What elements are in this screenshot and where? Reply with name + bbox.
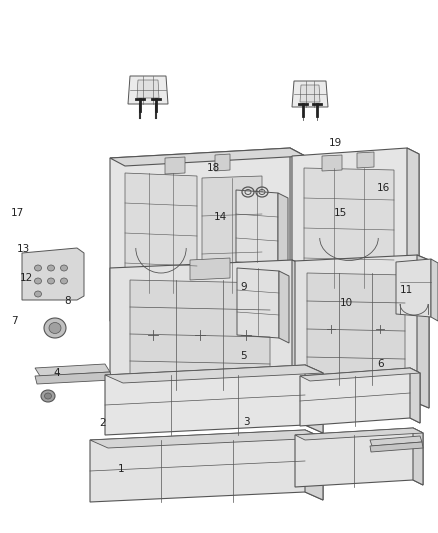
Text: 5: 5 (240, 351, 247, 361)
Polygon shape (292, 81, 328, 107)
Polygon shape (105, 365, 323, 383)
Polygon shape (407, 148, 419, 309)
Polygon shape (110, 260, 308, 416)
Polygon shape (237, 268, 279, 338)
Polygon shape (292, 260, 308, 415)
Polygon shape (417, 255, 429, 408)
Polygon shape (215, 154, 230, 171)
Polygon shape (236, 190, 278, 265)
Polygon shape (304, 168, 394, 288)
Polygon shape (396, 259, 431, 317)
Text: 4: 4 (54, 368, 60, 378)
Polygon shape (105, 365, 323, 435)
Text: 16: 16 (377, 183, 390, 192)
Polygon shape (128, 76, 168, 104)
Ellipse shape (49, 322, 61, 334)
Text: 2: 2 (99, 418, 106, 428)
Ellipse shape (41, 390, 55, 402)
Polygon shape (300, 368, 420, 381)
Polygon shape (165, 157, 185, 174)
Text: 3: 3 (243, 417, 250, 427)
Polygon shape (125, 173, 197, 293)
Text: 7: 7 (11, 316, 18, 326)
Polygon shape (110, 148, 305, 166)
Text: 12: 12 (20, 273, 33, 283)
Text: 15: 15 (334, 208, 347, 218)
Polygon shape (35, 364, 110, 376)
Text: 10: 10 (339, 298, 353, 308)
Text: 13: 13 (17, 245, 30, 254)
Polygon shape (290, 148, 305, 321)
Polygon shape (35, 372, 112, 384)
Polygon shape (279, 271, 289, 343)
Polygon shape (307, 273, 405, 385)
Polygon shape (292, 148, 419, 309)
Ellipse shape (44, 318, 66, 338)
Text: 19: 19 (328, 138, 342, 148)
Text: 11: 11 (399, 286, 413, 295)
Ellipse shape (45, 393, 52, 399)
Polygon shape (300, 85, 320, 102)
Polygon shape (190, 258, 230, 280)
Polygon shape (137, 80, 159, 98)
Polygon shape (410, 368, 420, 423)
Text: 17: 17 (11, 208, 24, 218)
Polygon shape (370, 442, 423, 452)
Text: 8: 8 (64, 296, 71, 306)
Polygon shape (413, 428, 423, 485)
Ellipse shape (47, 265, 54, 271)
Polygon shape (295, 428, 423, 440)
Polygon shape (295, 255, 429, 408)
Polygon shape (295, 428, 423, 487)
Polygon shape (130, 280, 270, 390)
Text: 6: 6 (378, 359, 384, 368)
Polygon shape (431, 259, 438, 321)
Text: 9: 9 (240, 282, 247, 292)
Polygon shape (202, 176, 262, 293)
Text: 14: 14 (214, 213, 227, 222)
Polygon shape (110, 148, 305, 321)
Polygon shape (90, 430, 323, 448)
Ellipse shape (35, 291, 42, 297)
Text: 18: 18 (207, 163, 220, 173)
Polygon shape (370, 436, 422, 446)
Polygon shape (305, 365, 323, 433)
Polygon shape (322, 155, 342, 171)
Polygon shape (90, 430, 323, 502)
Ellipse shape (35, 265, 42, 271)
Text: 1: 1 (118, 464, 125, 474)
Polygon shape (357, 152, 374, 168)
Ellipse shape (60, 265, 67, 271)
Ellipse shape (60, 278, 67, 284)
Ellipse shape (47, 278, 54, 284)
Polygon shape (305, 430, 323, 500)
Polygon shape (22, 248, 84, 300)
Polygon shape (278, 193, 288, 270)
Ellipse shape (35, 278, 42, 284)
Polygon shape (300, 368, 420, 426)
Polygon shape (140, 298, 170, 314)
Polygon shape (200, 299, 240, 314)
